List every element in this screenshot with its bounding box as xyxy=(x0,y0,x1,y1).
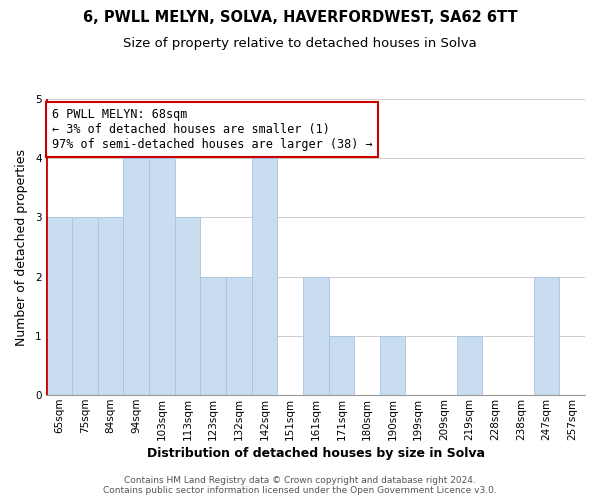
Bar xyxy=(46,218,72,395)
Bar xyxy=(457,336,482,395)
Bar xyxy=(380,336,406,395)
Bar xyxy=(149,158,175,395)
Text: 6 PWLL MELYN: 68sqm
← 3% of detached houses are smaller (1)
97% of semi-detached: 6 PWLL MELYN: 68sqm ← 3% of detached hou… xyxy=(52,108,373,151)
Bar xyxy=(303,276,329,395)
Bar xyxy=(124,158,149,395)
Bar xyxy=(251,158,277,395)
Y-axis label: Number of detached properties: Number of detached properties xyxy=(15,148,28,346)
Bar xyxy=(175,218,200,395)
Bar xyxy=(200,276,226,395)
Bar xyxy=(98,218,124,395)
Text: Contains HM Land Registry data © Crown copyright and database right 2024.
Contai: Contains HM Land Registry data © Crown c… xyxy=(103,476,497,495)
Bar xyxy=(534,276,559,395)
X-axis label: Distribution of detached houses by size in Solva: Distribution of detached houses by size … xyxy=(147,447,485,460)
Text: Size of property relative to detached houses in Solva: Size of property relative to detached ho… xyxy=(123,38,477,51)
Bar xyxy=(72,218,98,395)
Bar xyxy=(329,336,354,395)
Bar xyxy=(226,276,251,395)
Text: 6, PWLL MELYN, SOLVA, HAVERFORDWEST, SA62 6TT: 6, PWLL MELYN, SOLVA, HAVERFORDWEST, SA6… xyxy=(83,10,517,25)
